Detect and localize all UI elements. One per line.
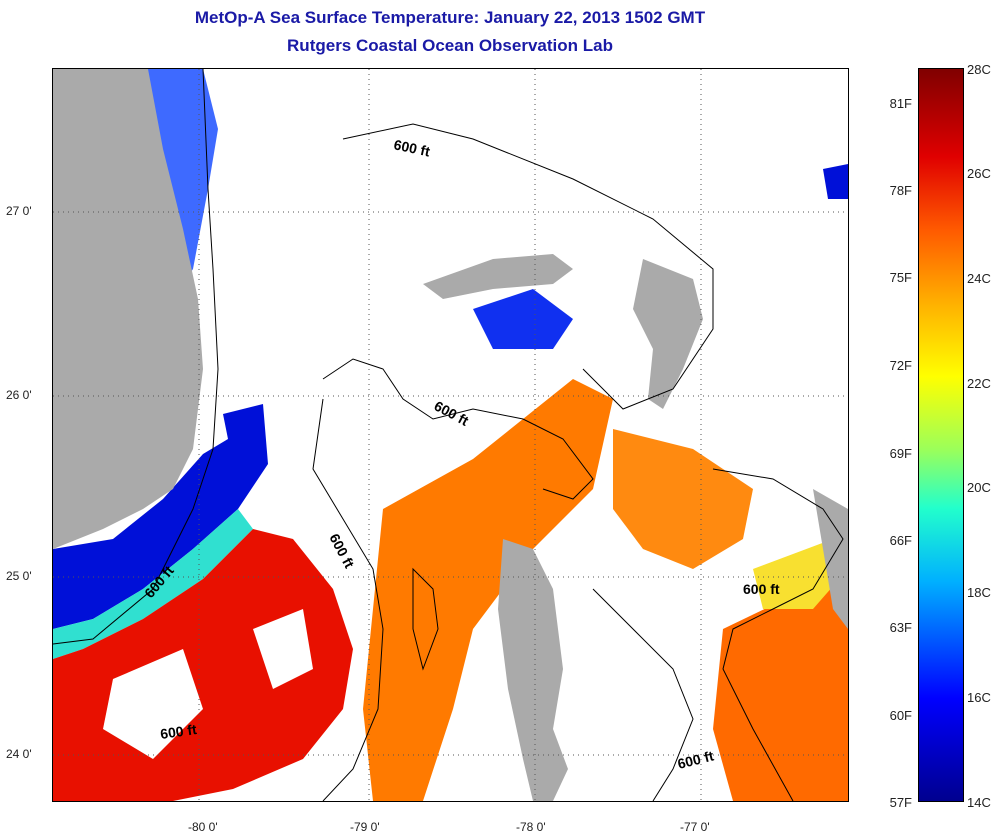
colorbar-celsius-label: 22C	[967, 376, 991, 391]
colorbar-fahrenheit-label: 66F	[889, 533, 912, 548]
warm-water-region-east	[613, 429, 753, 569]
cyan-water-band	[53, 509, 253, 659]
longitude-label: -78 0'	[516, 820, 546, 834]
colorbar-celsius-label: 28C	[967, 62, 991, 77]
temperature-colorbar	[918, 68, 964, 802]
contour-label: 600 ft	[676, 747, 716, 771]
florida-land	[53, 69, 203, 549]
warm-water-region	[363, 379, 613, 801]
contour-label: 600 ft	[392, 136, 431, 159]
colorbar-celsius-label: 16C	[967, 690, 991, 705]
cold-water-patch-bahamas	[473, 289, 573, 349]
colorbar-celsius-label: 14C	[967, 795, 991, 810]
contour-label: 600 ft	[159, 721, 198, 742]
longitude-label: -79 0'	[350, 820, 380, 834]
contour-label: 600 ft	[326, 531, 357, 571]
colorbar-fahrenheit-label: 60F	[889, 708, 912, 723]
colorbar-celsius-label: 18C	[967, 585, 991, 600]
longitude-label: -80 0'	[188, 820, 218, 834]
colorbar-fahrenheit-label: 78F	[889, 183, 912, 198]
andros-land	[498, 539, 568, 801]
contour-label: 600 ft	[432, 398, 472, 429]
contour-label: 600 ft	[743, 581, 780, 597]
colorbar-fahrenheit-label: 69F	[889, 446, 912, 461]
depth-contours	[53, 69, 844, 801]
latitude-label: 27 0'	[6, 204, 32, 218]
colorbar-fahrenheit-label: 75F	[889, 270, 912, 285]
colorbar-fahrenheit-label: 57F	[889, 795, 912, 810]
white-cloud-patch	[103, 649, 203, 759]
longitude-label: -77 0'	[680, 820, 710, 834]
colorbar-fahrenheit-label: 81F	[889, 96, 912, 111]
colorbar-celsius-label: 20C	[967, 480, 991, 495]
latitude-label: 25 0'	[6, 569, 32, 583]
map-title: MetOp-A Sea Surface Temperature: January…	[194, 8, 706, 27]
abaco-land	[633, 259, 703, 409]
warm-water-region-se	[713, 569, 848, 801]
latitude-label: 24 0'	[6, 747, 32, 761]
colorbar-fahrenheit-label: 63F	[889, 620, 912, 635]
colorbar-fahrenheit-label: 72F	[889, 358, 912, 373]
colorbar-celsius-label: 26C	[967, 166, 991, 181]
latitude-label: 26 0'	[6, 388, 32, 402]
colorbar-celsius-label: 24C	[967, 271, 991, 286]
sst-map: 600 ft 600 ft 600 ft 600 ft 600 ft 600 f…	[52, 68, 849, 802]
sst-map-canvas: 600 ft 600 ft 600 ft 600 ft 600 ft 600 f…	[53, 69, 848, 801]
cold-water-region	[53, 404, 268, 629]
cold-water-patch-ne	[823, 164, 848, 199]
map-subtitle: Rutgers Coastal Ocean Observation Lab	[287, 36, 613, 55]
white-cloud-patch-2	[253, 609, 313, 689]
grand-bahama-land	[423, 254, 573, 299]
grid-lines	[53, 69, 848, 801]
